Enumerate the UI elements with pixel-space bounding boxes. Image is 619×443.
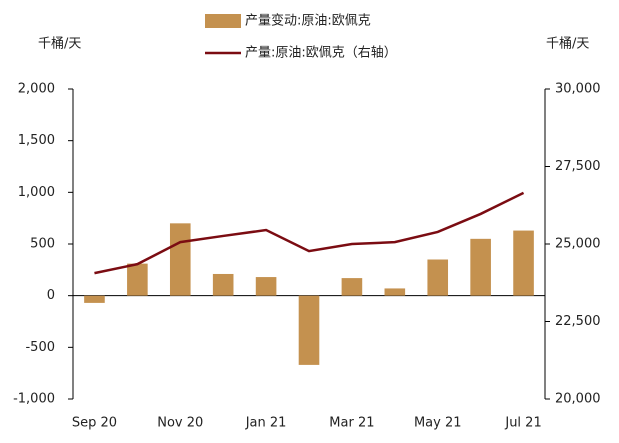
bar bbox=[427, 259, 449, 296]
x-tick-label: Sep 20 bbox=[72, 416, 117, 431]
x-tick-label: May 21 bbox=[414, 416, 462, 431]
y-tick-label: -500 bbox=[25, 340, 55, 355]
y2-tick-label: 27,500 bbox=[555, 159, 601, 174]
bar bbox=[84, 295, 105, 303]
x-tick-label: Nov 20 bbox=[157, 416, 203, 431]
y2-unit: 千桶/天 bbox=[546, 37, 589, 52]
y2-tick-label: 22,500 bbox=[555, 314, 601, 329]
bar bbox=[384, 288, 406, 296]
y-tick-label: 500 bbox=[30, 237, 55, 252]
bar bbox=[341, 278, 363, 296]
bar bbox=[169, 223, 191, 296]
y-tick-label: 0 bbox=[47, 288, 55, 303]
x-tick-label: Mar 21 bbox=[329, 416, 374, 431]
bar bbox=[127, 263, 148, 296]
bar bbox=[470, 238, 491, 296]
bar bbox=[212, 273, 234, 296]
line bbox=[94, 191, 525, 275]
y-tick-label: -1,000 bbox=[13, 392, 55, 407]
legend-swatch bbox=[205, 14, 241, 28]
legend-label: 产量:原油:欧佩克（右轴） bbox=[245, 46, 397, 61]
y-tick-label: 1,000 bbox=[18, 185, 55, 200]
legend-label: 产量变动:原油:欧佩克 bbox=[245, 13, 371, 29]
bar bbox=[513, 230, 534, 296]
y2-tick-label: 25,000 bbox=[555, 237, 601, 252]
y-tick-label: 2,000 bbox=[18, 82, 55, 97]
x-tick-label: Jan 21 bbox=[245, 416, 287, 431]
y-unit: 千桶/天 bbox=[38, 37, 81, 52]
y2-tick-label: 20,000 bbox=[555, 392, 601, 407]
bar bbox=[298, 295, 320, 365]
x-tick-label: Jul 21 bbox=[504, 416, 541, 431]
y-tick-label: 1,500 bbox=[18, 133, 55, 148]
y2-tick-label: 30,000 bbox=[555, 82, 601, 97]
bar bbox=[255, 277, 277, 296]
